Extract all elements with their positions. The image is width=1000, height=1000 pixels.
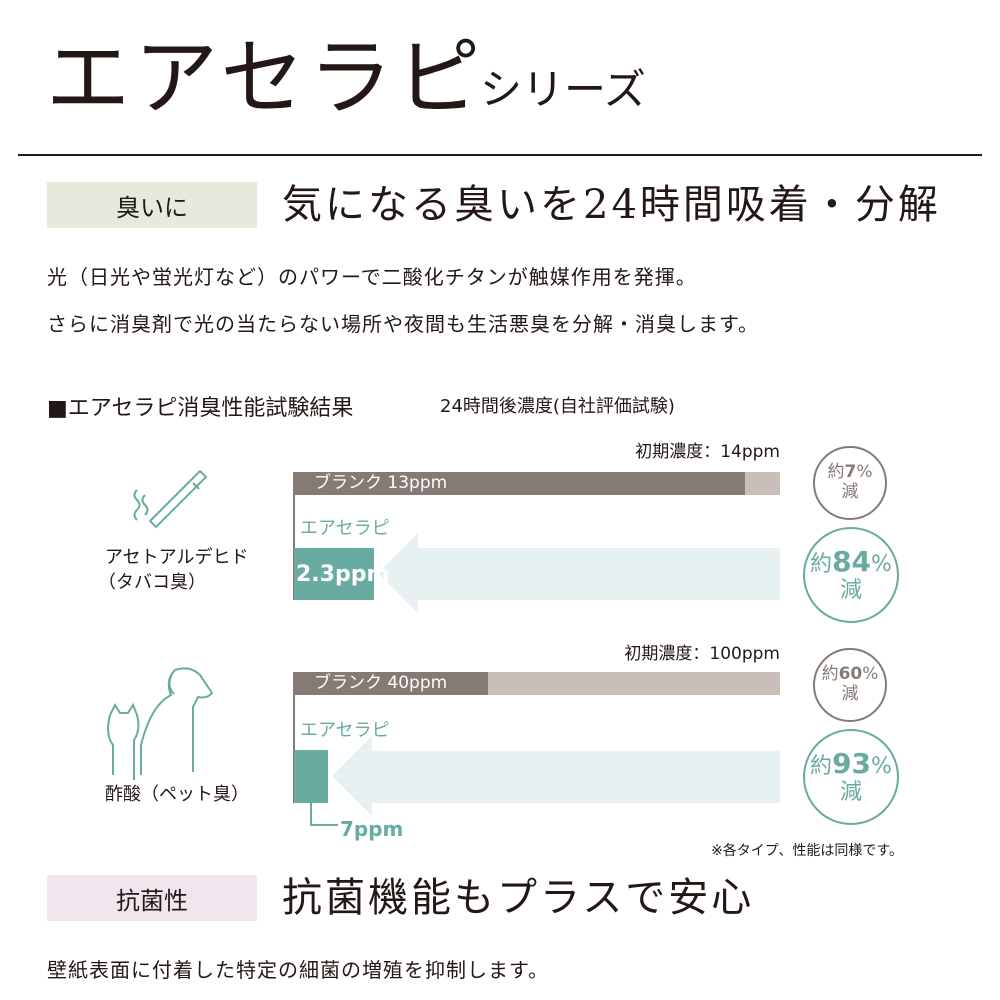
test-heading: ■エアセラピ消臭性能試験結果 — [47, 396, 354, 421]
page-subtitle: シリーズ — [480, 65, 646, 114]
reduction-word: 減 — [839, 780, 862, 806]
item-2-product-reduction-badge: 約93% 減 — [803, 729, 899, 825]
blank-reduction-value: 7 — [844, 462, 857, 483]
blank-reduction-value: 60 — [838, 664, 863, 685]
item-2-name: 酢酸（ペット臭） — [105, 783, 249, 807]
item-1-product-bar: 2.3ppm — [294, 548, 389, 600]
odor-tag: 臭いに — [47, 182, 257, 228]
note: ※各タイプ、性能は同様です。 — [711, 843, 903, 859]
prefix: 約 — [810, 754, 833, 780]
odor-body-1: 光（日光や蛍光灯など）のパワーで二酸化チタンが触媒作用を発揮。 — [47, 265, 697, 289]
item-1-arrow — [378, 533, 780, 613]
antibacterial-body: 壁紙表面に付着した特定の細菌の増殖を抑制します。 — [47, 958, 549, 982]
item-1-blank-reduction-badge: 約7% 減 — [813, 446, 887, 520]
prefix: 約 — [810, 552, 833, 578]
suffix: % — [871, 754, 892, 780]
item-1-product-value: 2.3ppm — [296, 561, 390, 587]
product-reduction-value: 84 — [832, 545, 872, 579]
item-2-product-value: 7ppm — [340, 817, 404, 841]
divider — [18, 154, 982, 156]
item-1-product-reduction-badge: 約84% 減 — [803, 527, 899, 623]
odor-headline: 気になる臭いを24時間吸着・分解 — [282, 182, 941, 228]
suffix: % — [862, 664, 879, 685]
dog-cat-icon — [107, 667, 214, 780]
suffix: % — [871, 552, 892, 578]
odor-body-2: さらに消臭剤で光の当たらない場所や夜間も生活悪臭を分解・消臭します。 — [47, 312, 759, 336]
antibacterial-tag: 抗菌性 — [47, 875, 257, 921]
suffix: % — [856, 462, 873, 483]
callout-line — [310, 803, 338, 826]
reduction-word: 減 — [839, 578, 862, 604]
item-1-name-sub: （タバコ臭） — [98, 572, 206, 593]
item-2-blank-reduction-badge: 約60% 減 — [813, 648, 887, 722]
item-2-name-main: 酢酸 — [105, 784, 141, 805]
antibacterial-headline: 抗菌機能もプラスで安心 — [282, 875, 755, 921]
reduction-word: 減 — [841, 482, 859, 502]
item-1-blank-bar: ブランク 13ppm — [294, 472, 746, 495]
test-subheading: 24時間後濃度(自社評価試験) — [440, 396, 675, 417]
item-2-initial: 初期濃度：100ppm — [624, 644, 780, 664]
item-1-name: アセトアルデヒド — [105, 547, 249, 568]
item-2-name-sub: （ペット臭） — [141, 784, 249, 805]
item-2-blank-track: ブランク 40ppm — [294, 672, 780, 695]
item-2-product-label: エアセラピ — [300, 720, 390, 741]
prefix: 約 — [821, 664, 839, 685]
cigarette-icon — [133, 469, 208, 529]
product-reduction-value: 93 — [832, 747, 872, 781]
item-1-blank-track: ブランク 13ppm — [294, 472, 780, 495]
item-2-axis — [293, 672, 295, 803]
reduction-word: 減 — [841, 684, 859, 704]
item-2-product-bar — [294, 750, 328, 803]
item-1-initial: 初期濃度：14ppm — [635, 442, 780, 462]
prefix: 約 — [827, 462, 845, 483]
item-2-arrow — [332, 736, 780, 816]
item-2-blank-bar: ブランク 40ppm — [294, 672, 489, 695]
item-1-axis — [293, 472, 295, 600]
item-1-product-label: エアセラピ — [300, 518, 390, 539]
page-title: エアセラピ — [46, 29, 485, 127]
